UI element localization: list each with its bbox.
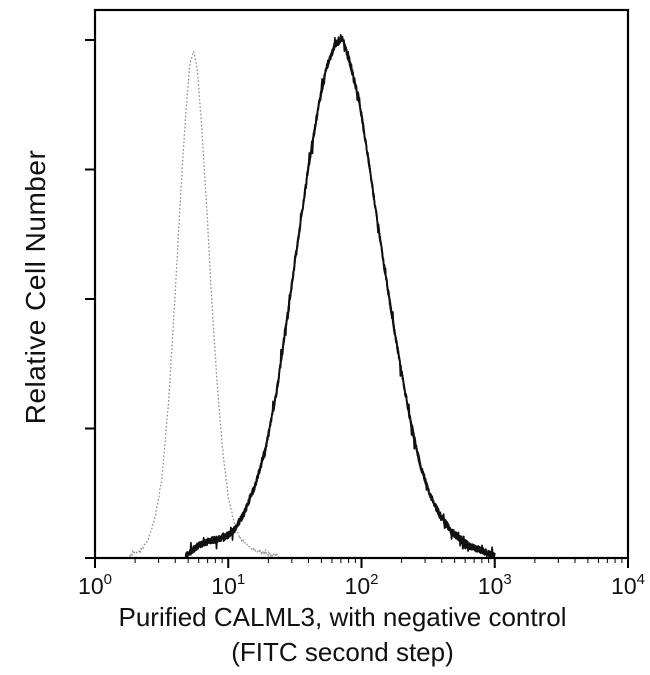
x-axis-caption-line1: Purified CALML3, with negative control <box>118 602 567 632</box>
negative-control-curve <box>129 51 280 557</box>
calml3-curve <box>185 35 496 557</box>
y-axis-label: Relative Cell Number <box>20 149 51 425</box>
plot-frame <box>93 8 630 560</box>
x-tick-label: 100 <box>78 571 112 599</box>
x-tick-label: 102 <box>345 571 379 599</box>
calml3-curve <box>184 36 496 557</box>
x-tick-label: 104 <box>611 571 645 599</box>
x-tick-label: 101 <box>211 571 245 599</box>
x-axis-caption-line2: (FITC second step) <box>231 637 454 667</box>
x-tick-label: 103 <box>478 571 512 599</box>
calml3-curve <box>184 33 496 557</box>
